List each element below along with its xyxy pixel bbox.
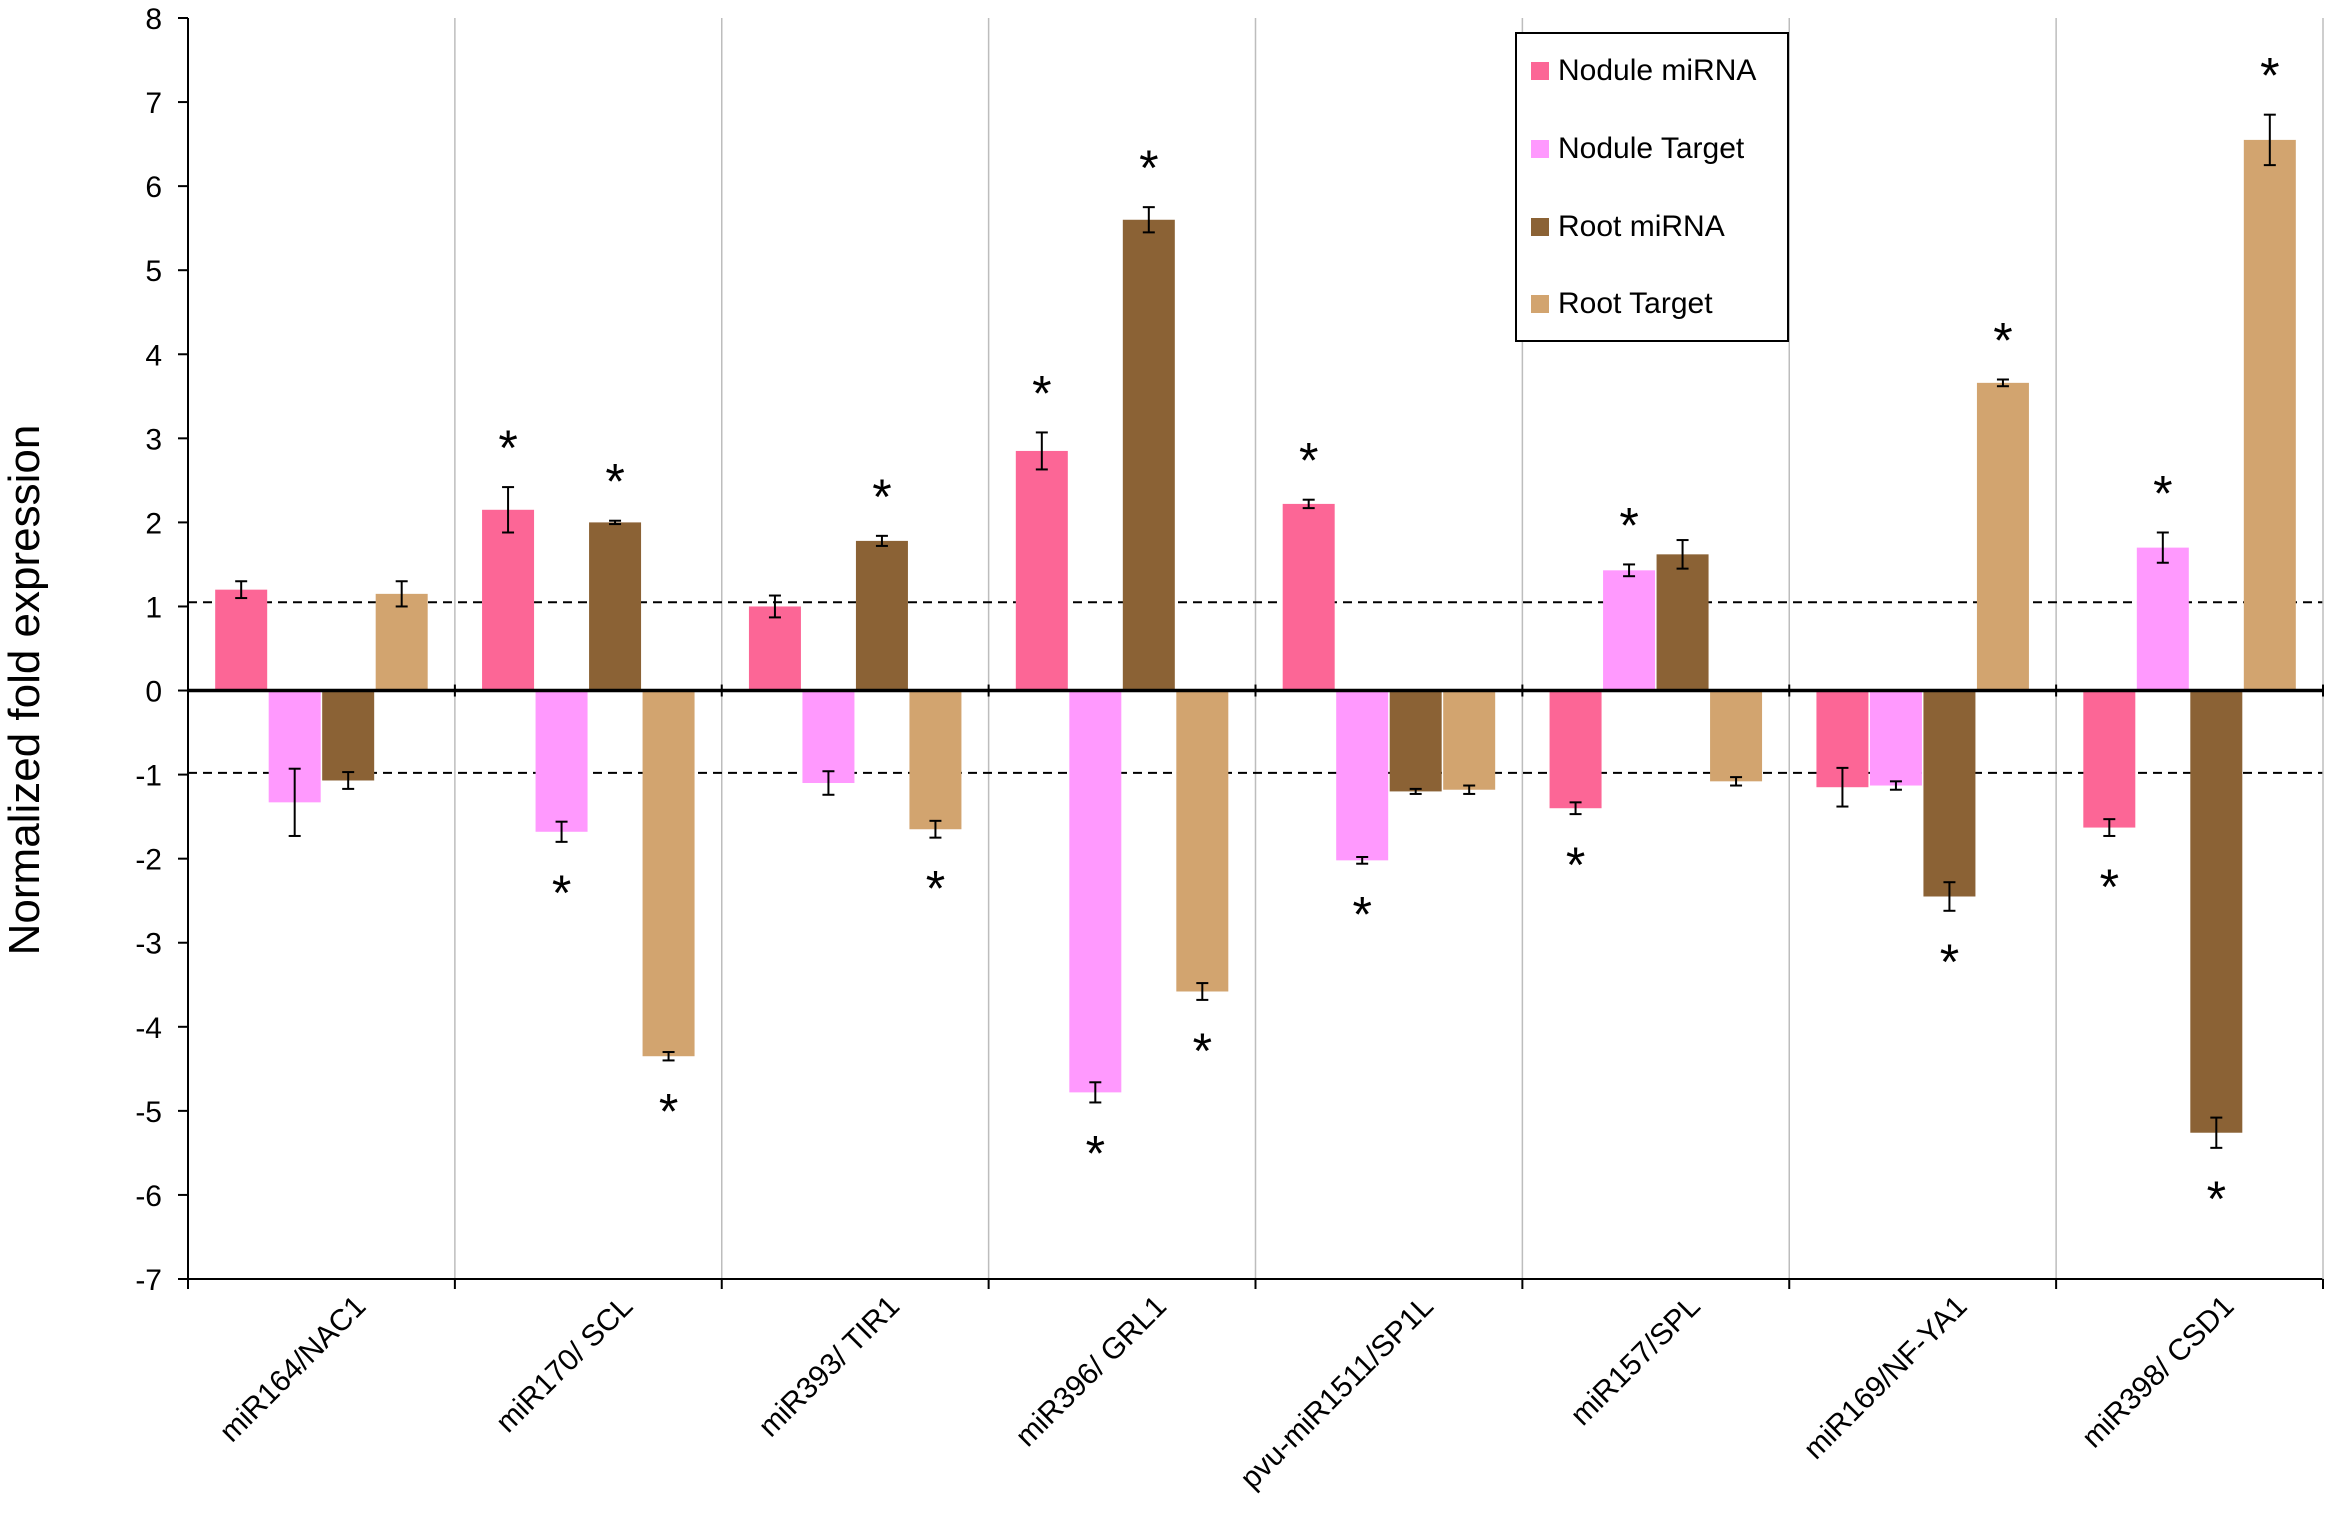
bar <box>1710 690 1763 782</box>
bar <box>1923 690 1976 897</box>
legend-label: Root miRNA <box>1558 210 1725 243</box>
bar <box>375 593 428 691</box>
y-tick-label: 0 <box>145 676 162 709</box>
bar <box>1176 690 1229 992</box>
bar <box>1976 382 2029 691</box>
y-axis-label-text: Normalized fold expression <box>0 424 49 956</box>
significance-star: * <box>1619 497 1638 553</box>
bar <box>2243 139 2296 691</box>
bar <box>535 690 588 832</box>
y-tick-label: -7 <box>135 1264 162 1297</box>
y-tick-label: 8 <box>145 3 162 36</box>
bar <box>1282 503 1335 691</box>
bar <box>1656 554 1709 691</box>
significance-star: * <box>872 469 891 525</box>
bar <box>748 606 801 691</box>
significance-star: * <box>1352 887 1371 943</box>
y-tick-label: 5 <box>145 255 162 288</box>
legend-swatch-root-mirna <box>1531 218 1549 236</box>
significance-star: * <box>1032 365 1051 421</box>
y-tick-label: 4 <box>145 339 162 372</box>
x-tick-label: pvu-miR1511/SP1L <box>1234 1290 1440 1496</box>
legend-swatch-nodule-target <box>1531 140 1549 158</box>
bar <box>1869 690 1922 786</box>
significance-star: * <box>1993 312 2012 368</box>
x-tick-label: miR157/SPL <box>1564 1290 1706 1432</box>
bar <box>215 589 268 691</box>
legend-item-nodule-mirna: Nodule miRNA <box>1531 51 1756 91</box>
y-tick-label: -5 <box>135 1096 162 1129</box>
bar <box>1122 219 1175 691</box>
y-tick-label: 1 <box>145 591 162 624</box>
legend-swatch-nodule-mirna <box>1531 62 1549 80</box>
bar <box>322 690 375 781</box>
x-tick-label: miR169/NF-YA1 <box>1797 1290 1973 1466</box>
y-tick-label: 2 <box>145 507 162 540</box>
significance-star: * <box>552 865 571 921</box>
bar <box>1389 690 1442 792</box>
significance-markers: * * * * * * * * * * * * * * * * * * * * <box>498 48 2279 1227</box>
bar <box>1443 690 1496 790</box>
vertical-gridlines <box>454 18 2057 1279</box>
significance-star: * <box>1139 140 1158 196</box>
y-tick-labels: 8 7 6 5 4 3 2 1 0 -1 -2 -3 -4 -5 -6 -7 <box>135 3 162 1297</box>
x-tick-label: miR398/ CSD1 <box>2076 1290 2241 1455</box>
bar <box>855 540 908 691</box>
bar <box>589 522 642 691</box>
legend-swatch-root-target <box>1531 295 1549 313</box>
y-tick-label: -6 <box>135 1180 162 1213</box>
legend-label: Root Target <box>1558 287 1713 320</box>
legend: Nodule miRNA Nodule Target Root miRNA Ro… <box>1515 32 1789 342</box>
reference-lines <box>188 601 2323 774</box>
significance-star: * <box>2260 48 2279 104</box>
bar <box>1069 690 1122 1093</box>
significance-star: * <box>659 1083 678 1139</box>
bars-group <box>215 139 2296 1133</box>
bar <box>2136 547 2189 691</box>
bar <box>482 509 535 691</box>
significance-star: * <box>2100 859 2119 915</box>
y-tick-label: 6 <box>145 171 162 204</box>
legend-label: Nodule miRNA <box>1558 54 1757 87</box>
y-tick-label: 7 <box>145 87 162 120</box>
significance-star: * <box>926 861 945 917</box>
bar <box>1549 690 1602 809</box>
legend-item-nodule-target: Nodule Target <box>1531 129 1744 169</box>
significance-star: * <box>1086 1125 1105 1181</box>
bar <box>1015 450 1068 691</box>
significance-star: * <box>1299 433 1318 489</box>
significance-star: * <box>605 454 624 510</box>
axes <box>178 17 2324 1289</box>
x-tick-label: miR396/ GRL1 <box>1009 1290 1173 1454</box>
bar <box>1336 690 1389 861</box>
legend-item-root-mirna: Root miRNA <box>1531 207 1725 247</box>
significance-star: * <box>1940 934 1959 990</box>
significance-star: * <box>1193 1023 1212 1079</box>
y-tick-label: -3 <box>135 928 162 961</box>
significance-star: * <box>2207 1171 2226 1227</box>
legend-item-root-target: Root Target <box>1531 284 1713 324</box>
y-tick-label: 3 <box>145 423 162 456</box>
x-tick-labels: miR164/NAC1 miR170/ SCL miR393/ TIR1 miR396… <box>213 1290 2240 1496</box>
bar <box>2083 690 2136 828</box>
y-tick-label: -1 <box>135 760 162 793</box>
bar <box>1603 570 1656 691</box>
x-tick-label: miR164/NAC1 <box>213 1290 372 1449</box>
legend-label: Nodule Target <box>1558 132 1745 165</box>
bar <box>802 690 855 784</box>
significance-star: * <box>2153 465 2172 521</box>
bar <box>2190 690 2243 1133</box>
x-tick-label: miR393/ TIR1 <box>752 1290 906 1444</box>
x-tick-label: miR170/ SCL <box>490 1290 639 1439</box>
bar <box>909 690 962 830</box>
bar <box>642 690 695 1057</box>
y-tick-label: -4 <box>135 1012 162 1045</box>
y-tick-label: -2 <box>135 844 162 877</box>
significance-star: * <box>1566 837 1585 893</box>
significance-star: * <box>498 420 517 476</box>
error-bars-group <box>235 113 2276 1149</box>
